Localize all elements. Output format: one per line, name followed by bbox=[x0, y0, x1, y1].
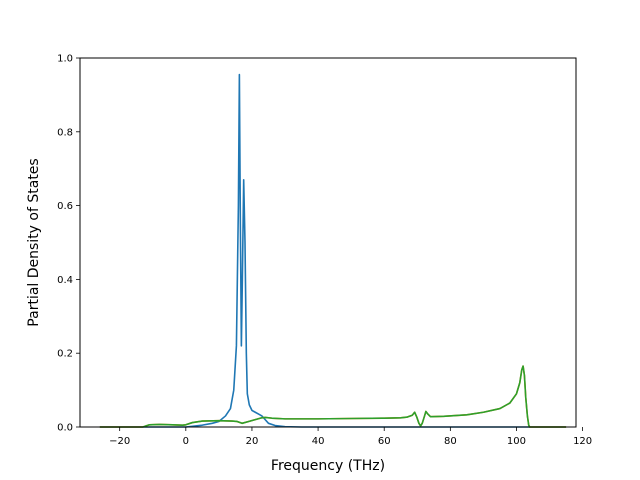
x-axis-title: Frequency (THz) bbox=[271, 458, 385, 474]
y-tick-label: 0.0 bbox=[57, 423, 73, 434]
y-tick-label: 1.0 bbox=[57, 54, 73, 65]
x-tick-label: 0 bbox=[183, 436, 189, 447]
x-tick-label: −20 bbox=[109, 436, 130, 447]
y-tick-label: 0.8 bbox=[57, 127, 73, 138]
x-tick-label: 120 bbox=[573, 436, 592, 447]
y-tick-label: 0.6 bbox=[57, 201, 73, 212]
plot-frame bbox=[79, 57, 577, 428]
y-axis-title: Partial Density of States bbox=[26, 158, 42, 326]
x-tick-label: 20 bbox=[246, 436, 259, 447]
x-tick-label: 100 bbox=[507, 436, 526, 447]
x-tick-label: 60 bbox=[378, 436, 391, 447]
x-axis: −20 0 20 40 60 80 100 120 bbox=[109, 427, 592, 447]
series-line-3 bbox=[99, 365, 567, 428]
x-tick-label: 40 bbox=[312, 436, 325, 447]
y-tick-label: 0.4 bbox=[57, 275, 73, 286]
series-layer bbox=[99, 73, 567, 428]
y-tick-label: 0.2 bbox=[57, 349, 73, 360]
y-axis: 0.0 0.2 0.4 0.6 0.8 1.0 bbox=[57, 54, 80, 434]
series-line-1 bbox=[99, 73, 567, 428]
x-tick-label: 80 bbox=[444, 436, 457, 447]
